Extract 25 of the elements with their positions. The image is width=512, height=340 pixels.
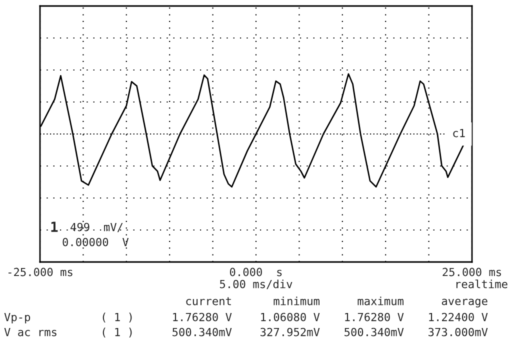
text: maximum xyxy=(358,296,404,306)
text: minimum xyxy=(274,296,320,306)
text: 1.06080 V xyxy=(261,312,320,322)
text: 327.952mV xyxy=(260,328,320,336)
x-tick-label: 25.000 ms xyxy=(442,268,502,276)
text: ( 1 ) xyxy=(102,328,132,338)
text: realtime xyxy=(456,280,508,288)
ref-line-label: c1 xyxy=(453,128,465,138)
text: average xyxy=(442,298,488,308)
text: 1.76280 V xyxy=(345,312,404,322)
text: 500.340mV xyxy=(344,328,404,336)
text: 373.000mV xyxy=(428,328,488,336)
text: 0.00000 V xyxy=(62,238,129,246)
text: 1.22400 V xyxy=(429,312,488,322)
text: Vp-p xyxy=(4,312,30,324)
text: current xyxy=(186,297,231,306)
text: 499 mV/ xyxy=(70,222,123,232)
text: 1 xyxy=(51,222,58,232)
text: ( 1 ) xyxy=(102,312,132,323)
text: V ac rms xyxy=(4,328,56,336)
x-tick-label: -25.000 ms xyxy=(8,268,72,276)
text: 500.340mV xyxy=(172,328,232,336)
x-tick-label: 0.000 s xyxy=(230,268,282,276)
text: 5.00 ms/div xyxy=(220,280,292,290)
text: 1.76280 V xyxy=(173,312,232,322)
